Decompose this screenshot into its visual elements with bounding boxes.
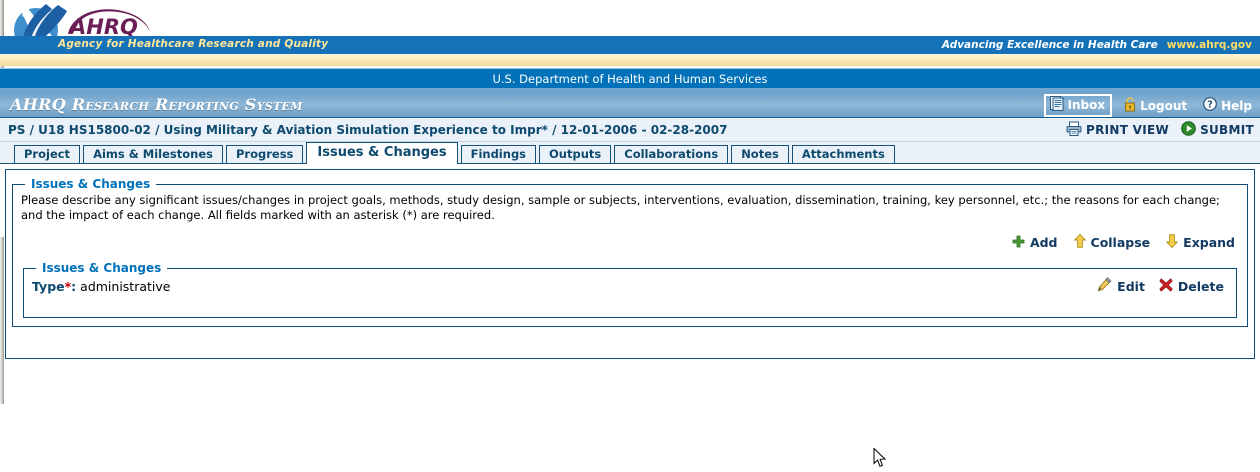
- arrow-up-icon: [1073, 233, 1086, 251]
- expand-button[interactable]: Expand: [1165, 234, 1235, 251]
- add-label: Add: [1029, 235, 1058, 250]
- print-view-label: PRINT VIEW: [1085, 123, 1170, 137]
- print-view-button[interactable]: PRINT VIEW: [1066, 121, 1169, 139]
- printer-icon: [1066, 121, 1082, 139]
- banner-cream-bar: [0, 54, 1260, 66]
- issue-type-field: Type*: administrative: [32, 279, 170, 294]
- arrow-down-icon: [1165, 234, 1179, 251]
- tab-notes[interactable]: Notes: [731, 145, 789, 163]
- lock-icon: [1124, 96, 1136, 115]
- tab-findings[interactable]: Findings: [460, 145, 537, 163]
- app-title-bar: AHRQ Research Reporting System Inbox: [0, 92, 1260, 118]
- x-icon: [1159, 277, 1173, 295]
- issues-changes-outer-frame: Issues & Changes Please describe any sig…: [5, 169, 1255, 359]
- breadcrumb: PS / U18 HS15800-02 / Using Military & A…: [8, 122, 728, 137]
- issue-row-actions: Edit Delete: [1097, 277, 1228, 295]
- tab-bar: Project Aims & Milestones Progress Issue…: [0, 142, 1260, 164]
- svg-text:AHRQ: AHRQ: [68, 15, 138, 39]
- hhs-department-bar: U.S. Department of Health and Human Serv…: [0, 68, 1260, 88]
- table-row: Type*: administrative Edit: [32, 275, 1228, 295]
- record-actions: PRINT VIEW SUBMIT: [1066, 121, 1254, 139]
- issue-item-legend: Issues & Changes: [42, 261, 162, 275]
- edit-label: Edit: [1117, 278, 1145, 294]
- window-left-edge: [0, 0, 4, 68]
- agency-tagline: Agency for Healthcare Research and Quali…: [58, 38, 329, 50]
- pencil-icon: [1097, 277, 1112, 295]
- issue-type-colon: :: [71, 278, 77, 294]
- tab-issues-changes[interactable]: Issues & Changes: [306, 142, 458, 164]
- add-button[interactable]: Add: [1012, 235, 1058, 251]
- ahrq-banner: AHRQ Agency for Healthcare Research and …: [0, 0, 1260, 68]
- tab-aims-milestones[interactable]: Aims & Milestones: [83, 145, 223, 163]
- submit-label: SUBMIT: [1200, 123, 1254, 137]
- ahrq-logo: AHRQ: [14, 4, 150, 57]
- tab-outputs[interactable]: Outputs: [539, 145, 612, 163]
- svg-text:?: ?: [1207, 100, 1213, 111]
- breadcrumb-bar: PS / U18 HS15800-02 / Using Military & A…: [0, 118, 1260, 142]
- delete-label: Delete: [1177, 278, 1224, 294]
- page-title: AHRQ Research Reporting System: [10, 95, 303, 114]
- inbox-label: Inbox: [1067, 98, 1106, 112]
- hhs-underline: [0, 88, 1260, 92]
- mouse-cursor: [873, 447, 887, 472]
- help-button[interactable]: ? Help: [1199, 95, 1256, 116]
- tab-progress[interactable]: Progress: [225, 145, 304, 163]
- app-global-actions: Inbox Logout ? Help: [1043, 94, 1257, 117]
- hhs-department-label: U.S. Department of Health and Human Serv…: [492, 71, 768, 86]
- tab-project[interactable]: Project: [14, 145, 81, 163]
- advancing-excellence-text: Advancing Excellence in Health Care: [941, 39, 1158, 51]
- issue-type-value: administrative: [80, 278, 171, 294]
- plus-icon: [1012, 235, 1025, 251]
- ahrq-url-link[interactable]: www.ahrq.gov: [1166, 39, 1252, 51]
- collapse-button[interactable]: Collapse: [1073, 233, 1151, 251]
- collapse-label: Collapse: [1090, 235, 1151, 250]
- banner-right-text: Advancing Excellence in Health Care www.a…: [942, 39, 1252, 51]
- edit-button[interactable]: Edit: [1097, 277, 1145, 295]
- delete-button[interactable]: Delete: [1159, 277, 1224, 295]
- question-mark-icon: ?: [1203, 97, 1218, 114]
- required-asterisk: *: [64, 278, 72, 294]
- instructions-text: Please describe any significant issues/c…: [21, 193, 1220, 222]
- panel-toolbar: Add Collapse Expan: [21, 233, 1239, 251]
- tab-collaborations[interactable]: Collaborations: [614, 145, 729, 163]
- play-circle-icon: [1181, 121, 1196, 139]
- window-left-rail: [0, 237, 4, 404]
- issues-changes-panel: Issues & Changes Please describe any sig…: [12, 177, 1248, 327]
- inbox-icon: [1049, 96, 1064, 114]
- issue-item-card: Issues & Changes Type*: administrative: [23, 261, 1237, 318]
- banner-blue-bar: [0, 36, 1260, 54]
- issues-changes-legend: Issues & Changes: [31, 177, 151, 191]
- inbox-button[interactable]: Inbox: [1043, 94, 1113, 117]
- expand-label: Expand: [1183, 235, 1235, 250]
- logout-label: Logout: [1140, 98, 1188, 113]
- issue-type-label: Type: [32, 278, 65, 294]
- help-label: Help: [1221, 98, 1252, 113]
- logout-button[interactable]: Logout: [1120, 95, 1191, 117]
- main-content: Issues & Changes Please describe any sig…: [0, 169, 1260, 467]
- submit-button[interactable]: SUBMIT: [1181, 121, 1254, 139]
- tab-attachments[interactable]: Attachments: [791, 145, 895, 163]
